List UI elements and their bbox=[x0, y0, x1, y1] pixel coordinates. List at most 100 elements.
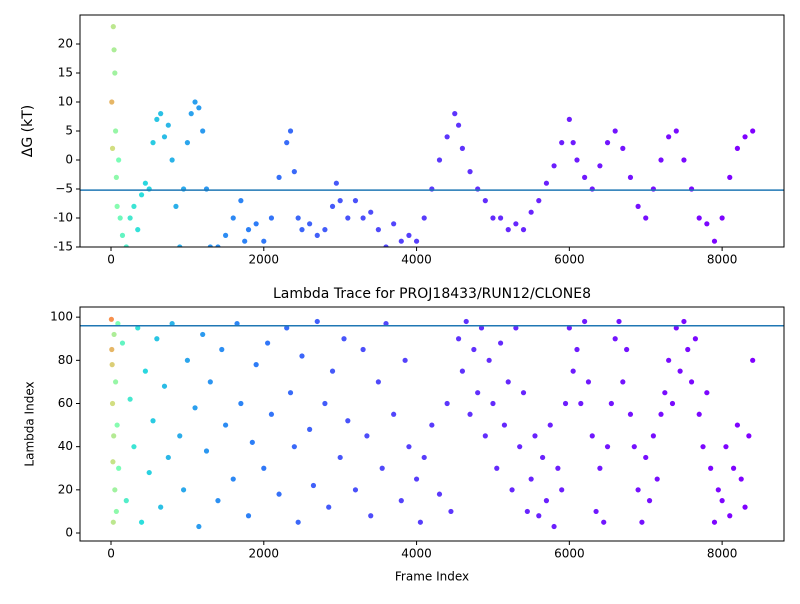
point bbox=[314, 318, 320, 325]
point bbox=[551, 523, 557, 530]
point bbox=[177, 433, 183, 439]
point bbox=[738, 476, 744, 482]
x-tick-label: 6000 bbox=[554, 547, 585, 561]
point bbox=[341, 336, 347, 342]
point bbox=[505, 379, 511, 385]
point bbox=[497, 340, 504, 346]
point bbox=[345, 418, 351, 424]
point bbox=[612, 336, 618, 342]
point bbox=[406, 444, 412, 450]
point bbox=[268, 215, 275, 221]
point bbox=[616, 318, 622, 325]
point bbox=[555, 465, 561, 471]
point bbox=[368, 209, 374, 215]
point bbox=[627, 411, 634, 417]
point bbox=[658, 157, 664, 163]
point bbox=[253, 362, 259, 368]
point bbox=[513, 221, 519, 227]
x-tick-label: 0 bbox=[107, 253, 115, 267]
point bbox=[620, 145, 626, 151]
point bbox=[524, 508, 530, 515]
point bbox=[528, 209, 534, 215]
point bbox=[337, 198, 343, 204]
point bbox=[109, 145, 116, 151]
point bbox=[627, 174, 634, 180]
point bbox=[467, 411, 473, 417]
y-tick-label: 20 bbox=[58, 482, 73, 496]
point bbox=[230, 476, 236, 482]
point bbox=[658, 411, 664, 417]
point bbox=[291, 444, 297, 450]
point bbox=[700, 444, 706, 450]
x-axis-label: Frame Index bbox=[395, 570, 469, 584]
point bbox=[184, 357, 191, 363]
point bbox=[222, 232, 229, 238]
point bbox=[192, 405, 198, 411]
point bbox=[543, 180, 550, 186]
point bbox=[249, 439, 255, 445]
point bbox=[562, 400, 569, 407]
point bbox=[517, 444, 523, 450]
point bbox=[276, 491, 282, 497]
point bbox=[261, 465, 267, 471]
point bbox=[109, 400, 116, 407]
point bbox=[413, 238, 420, 244]
point bbox=[536, 198, 542, 204]
point bbox=[505, 227, 511, 233]
point bbox=[708, 465, 714, 471]
point bbox=[547, 422, 553, 428]
point bbox=[127, 396, 133, 402]
point bbox=[108, 316, 114, 322]
point bbox=[112, 487, 118, 493]
point bbox=[131, 203, 137, 209]
point bbox=[696, 411, 702, 417]
point bbox=[730, 465, 737, 471]
point bbox=[650, 433, 656, 439]
point bbox=[398, 498, 404, 504]
point bbox=[114, 203, 120, 209]
point bbox=[242, 238, 248, 244]
point bbox=[238, 198, 244, 204]
point bbox=[109, 99, 115, 105]
point bbox=[115, 321, 121, 327]
point bbox=[161, 383, 168, 389]
point bbox=[268, 411, 275, 417]
point bbox=[238, 400, 244, 407]
point bbox=[574, 346, 580, 353]
point bbox=[307, 221, 313, 227]
point bbox=[669, 400, 676, 407]
point bbox=[566, 116, 572, 122]
point bbox=[520, 390, 527, 396]
point bbox=[375, 379, 381, 385]
point bbox=[459, 145, 466, 151]
point bbox=[326, 504, 332, 510]
point bbox=[188, 111, 194, 117]
x-tick-label: 0 bbox=[107, 547, 115, 561]
point bbox=[138, 519, 145, 525]
point bbox=[520, 227, 527, 233]
y-tick-label: 100 bbox=[50, 310, 73, 324]
y-tick-label: 5 bbox=[65, 124, 73, 138]
point bbox=[631, 444, 637, 450]
point bbox=[471, 346, 477, 353]
point bbox=[111, 433, 117, 439]
point bbox=[110, 459, 116, 465]
point bbox=[719, 215, 725, 221]
point bbox=[463, 318, 469, 325]
point bbox=[109, 362, 115, 368]
point bbox=[585, 379, 592, 385]
point bbox=[455, 122, 462, 128]
point bbox=[391, 411, 397, 417]
point bbox=[593, 508, 599, 515]
point bbox=[750, 128, 756, 134]
point bbox=[123, 498, 129, 504]
plot-area bbox=[108, 316, 756, 530]
point bbox=[597, 465, 603, 471]
point bbox=[116, 465, 122, 471]
point bbox=[673, 325, 679, 331]
axes-frame bbox=[79, 306, 785, 542]
point bbox=[681, 318, 687, 325]
y-tick-label: -10 bbox=[53, 211, 73, 225]
point bbox=[375, 227, 381, 233]
point bbox=[291, 169, 297, 175]
